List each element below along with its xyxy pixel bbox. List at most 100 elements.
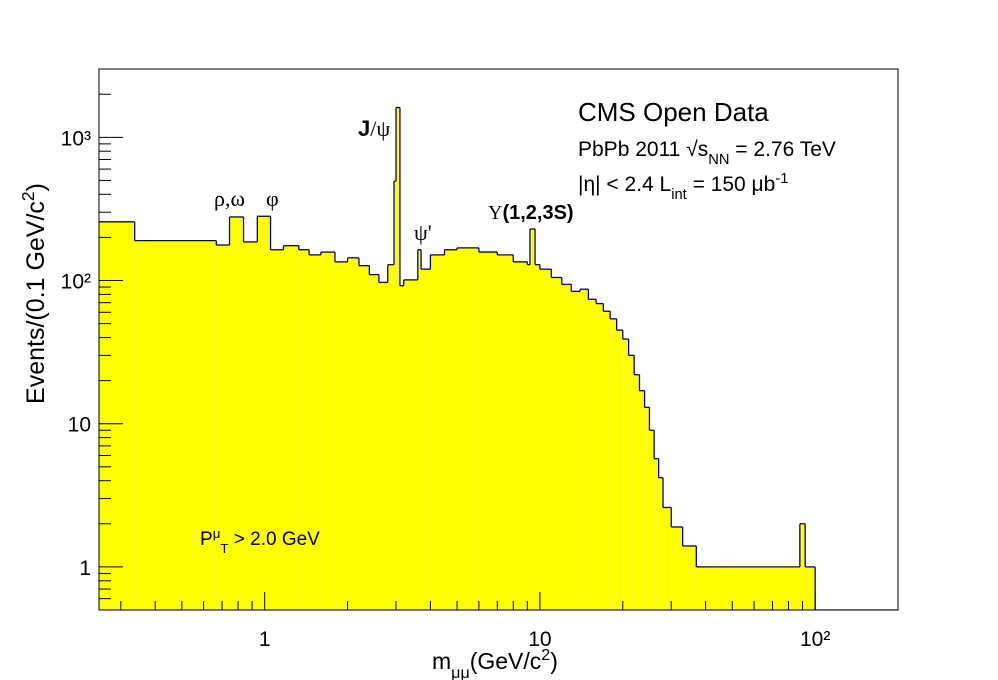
histogram-bar — [270, 249, 284, 610]
y-axis-label-part: Events/(0.1 GeV/c — [22, 201, 50, 404]
histogram-bar — [662, 507, 672, 610]
plot-frame — [98, 68, 899, 611]
histogram-bar — [610, 318, 617, 610]
histogram-bar — [334, 261, 348, 610]
histogram-bar — [134, 240, 217, 610]
annotation-part: J — [358, 116, 370, 141]
annotation: J/ψ — [358, 116, 390, 141]
annotation-part: φ — [266, 186, 279, 211]
histogram-bar — [378, 282, 388, 610]
histogram-bar — [99, 221, 135, 610]
annotation-part: T — [220, 541, 228, 556]
histogram-bar — [457, 247, 479, 610]
histogram-bar — [216, 245, 230, 610]
annotation-part: = 150 μb — [687, 173, 776, 196]
annotation-part: ρ,ω — [214, 186, 245, 211]
x-axis-label-part: μμ — [451, 664, 470, 680]
y-tick-label: 10² — [61, 271, 91, 294]
histogram-bar — [616, 330, 623, 610]
annotation-part: > 2.0 GeV — [228, 529, 320, 550]
histogram-bar — [529, 228, 536, 610]
histogram-bar — [478, 252, 498, 610]
x-axis-label-part: (GeV/c — [470, 648, 542, 674]
histogram-bar — [596, 303, 604, 610]
histogram-bar — [396, 107, 400, 610]
annotation-part: (1,2,3S) — [502, 202, 573, 224]
y-tick-label: 1 — [79, 557, 91, 580]
histogram-bar — [399, 285, 404, 610]
annotation-part: ψ' — [414, 220, 432, 245]
annotation-part: Υ — [488, 202, 502, 224]
histogram-bar — [347, 257, 359, 610]
histogram-bar — [430, 254, 445, 610]
histogram-bar — [551, 277, 562, 610]
histogram-bar — [561, 284, 572, 610]
histogram-bar — [539, 269, 552, 610]
histogram-bar — [257, 216, 271, 610]
histogram-bar — [805, 566, 816, 610]
y-tick-label: 10 — [68, 414, 91, 437]
histogram-bar — [649, 430, 655, 610]
histogram-bar — [634, 374, 640, 610]
histogram-bar — [603, 311, 611, 610]
plot-area — [99, 106, 898, 610]
histogram-bar — [658, 477, 663, 610]
histogram-bar — [696, 566, 712, 610]
x-axis-label: mμμ(GeV/c2) — [432, 646, 558, 680]
y-axis-label-part: 2 — [18, 191, 38, 201]
annotation-part: = 2.76 TeV — [729, 138, 835, 161]
histogram-bar — [298, 249, 310, 610]
histogram-bar — [421, 269, 431, 610]
annotation-part: s — [698, 138, 709, 161]
histogram-bar — [639, 390, 645, 610]
x-axis-label-part: m — [432, 648, 451, 674]
histogram-bar — [283, 245, 299, 610]
annotation-part: PbPb 2011 √ — [578, 138, 698, 161]
annotation: |η| < 2.4 Lint = 150 μb-1 — [578, 171, 788, 203]
annotation: ψ' — [414, 220, 432, 245]
histogram-bar — [628, 355, 635, 610]
histogram-bar — [513, 261, 528, 610]
x-tick-label: 10² — [800, 628, 830, 651]
histogram-bar — [444, 249, 458, 610]
histogram-bar — [682, 545, 697, 610]
histogram-bar — [571, 291, 581, 610]
y-axis-label: Events/(0.1 GeV/c2) — [18, 183, 50, 404]
annotation: φ — [266, 186, 279, 211]
histogram-bar — [243, 241, 258, 610]
histogram-bar — [369, 274, 379, 610]
x-axis-label-part: 2 — [541, 646, 550, 664]
histogram-bar — [580, 289, 589, 610]
annotation-part: P — [200, 529, 213, 550]
histogram-bar — [535, 264, 540, 610]
histogram-bar — [622, 339, 629, 610]
histogram-bar — [671, 526, 683, 610]
annotation-part: |η| < 2.4 L — [578, 173, 671, 196]
annotation-part: μ — [213, 526, 221, 541]
x-tick-label: 1 — [259, 628, 271, 651]
histogram-bar — [403, 279, 418, 610]
y-tick-label: 10³ — [61, 127, 91, 150]
annotation-part: NN — [708, 152, 729, 168]
histogram-bar — [229, 216, 244, 610]
histogram-bar — [799, 523, 806, 610]
annotation: PbPb 2011 √sNN = 2.76 TeV — [578, 138, 836, 168]
histogram-bar — [527, 264, 530, 610]
histogram-bar — [394, 181, 397, 610]
histogram-bar — [497, 254, 514, 610]
histogram-bar — [309, 254, 321, 610]
annotation: CMS Open Data — [578, 97, 769, 127]
histogram-bar — [387, 264, 395, 610]
histogram-bar — [588, 299, 597, 610]
histogram-bar — [644, 407, 650, 610]
histogram-bar — [417, 249, 422, 610]
histogram-bar — [358, 265, 370, 610]
annotation-part: int — [671, 187, 687, 203]
x-tick-label: 10 — [528, 628, 551, 651]
annotation-part: CMS Open Data — [578, 97, 769, 127]
histogram-bar — [320, 252, 335, 610]
annotation: PμT > 2.0 GeV — [200, 526, 320, 556]
annotation: Υ(1,2,3S) — [488, 202, 574, 224]
